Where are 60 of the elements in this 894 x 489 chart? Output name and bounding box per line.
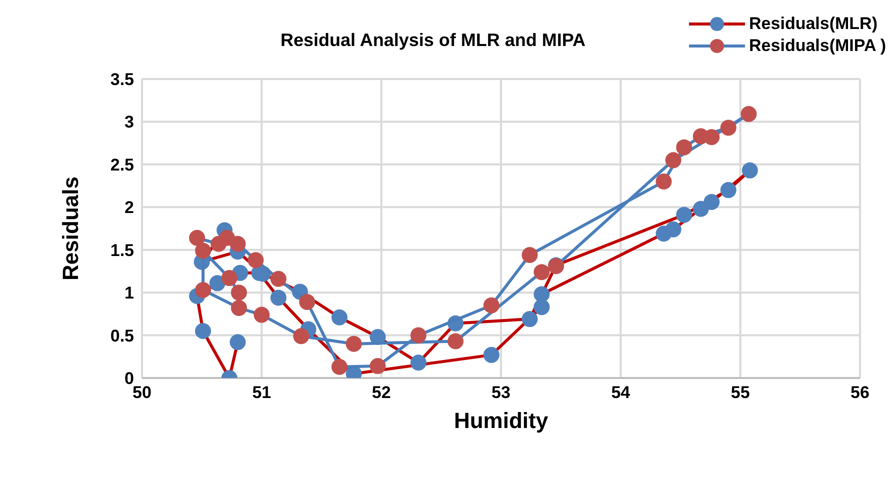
point [720,182,736,198]
x-tick-label: 56 [850,383,870,402]
point [230,334,246,350]
point [676,139,692,156]
point [195,282,212,298]
point [221,270,238,286]
point [293,328,310,344]
point [410,327,426,344]
y-tick-label: 1 [124,284,134,303]
point [346,336,362,352]
x-tick-label: 53 [492,383,510,402]
point [370,358,386,374]
chart-title: Residual Analysis of MLR and MIPA [279,30,587,51]
legend-label: Residuals(MLR) [749,14,878,34]
point [448,333,464,350]
y-tick-label: 0.5 [110,326,134,346]
point [522,311,538,328]
point [534,299,550,316]
x-tick-label: 52 [372,383,391,402]
point [270,270,286,287]
legend-label: Residuals(MIPA ) [749,36,886,56]
x-tick-label: 55 [730,383,750,402]
point [665,152,682,168]
x-tick-label: 54 [611,383,631,402]
point [195,323,212,340]
point [692,200,709,217]
point [209,275,226,292]
point [742,162,758,178]
point [410,354,426,371]
point [676,206,692,223]
y-tick-label: 2.5 [110,155,134,174]
y-axis-title: Residuals [58,176,83,280]
point [740,106,757,122]
point [704,129,720,146]
y-tick-label: 1.5 [110,240,134,260]
point [254,306,270,323]
x-tick-label: 51 [252,383,272,402]
point [230,284,247,301]
point [230,300,247,316]
point [522,246,538,263]
y-tick-label: 3 [124,112,134,132]
point [270,290,286,306]
point [656,174,672,190]
x-axis-title: Humidity [454,408,549,433]
point [195,242,212,259]
point [483,297,500,314]
point [483,346,500,363]
point [248,252,264,268]
point [299,294,316,310]
point [331,358,348,375]
point [720,120,736,136]
y-tick-label: 2 [124,198,134,218]
point [230,236,246,252]
y-tick-label: 0 [124,369,134,388]
y-tick-label: 3.5 [110,70,134,90]
point [331,309,348,326]
point [534,264,550,280]
point [656,226,672,242]
x-tick-label: 50 [132,383,152,402]
point [189,230,206,246]
